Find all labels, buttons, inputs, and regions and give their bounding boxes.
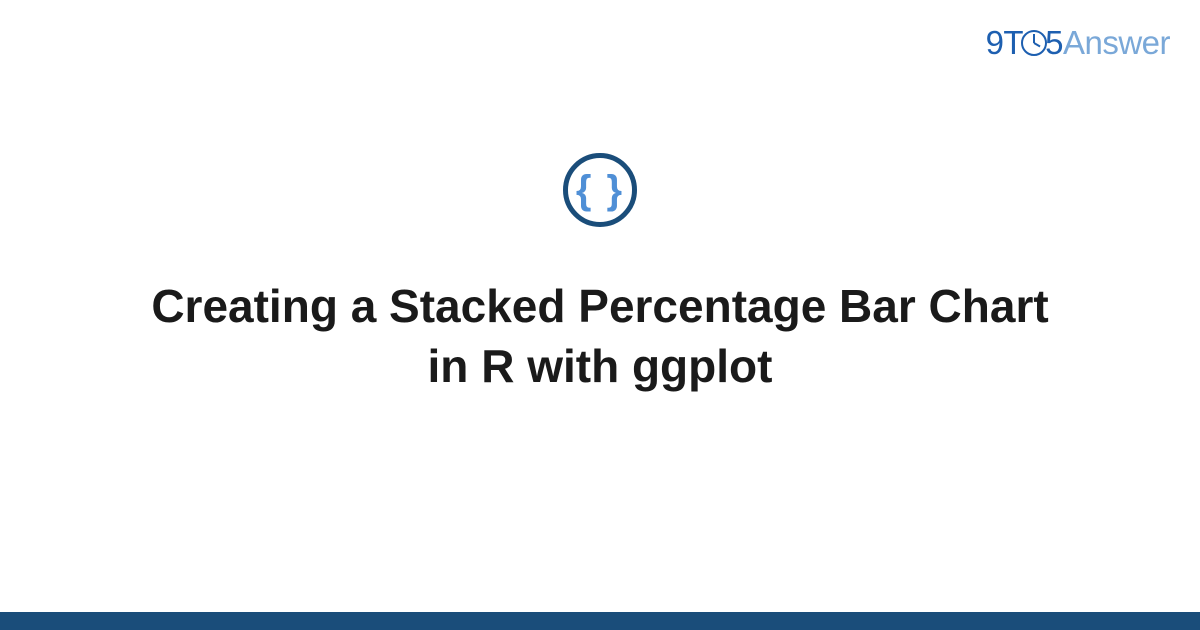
- main-content: { } Creating a Stacked Percentage Bar Ch…: [0, 0, 1200, 630]
- braces-glyph: { }: [576, 170, 624, 210]
- braces-icon: { }: [563, 153, 637, 227]
- footer-bar: [0, 612, 1200, 630]
- page-title: Creating a Stacked Percentage Bar Chart …: [100, 277, 1100, 397]
